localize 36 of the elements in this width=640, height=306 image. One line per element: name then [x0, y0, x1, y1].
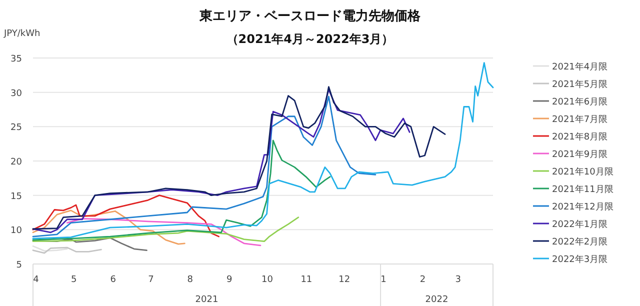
ytick: 20 [10, 158, 22, 168]
ytick: 30 [10, 88, 22, 99]
xtick: 12 [338, 275, 350, 285]
xtick: 11 [300, 275, 312, 285]
legend-label: 2021年5月限 [552, 79, 608, 90]
ytick: 15 [10, 192, 22, 202]
legend-label: 2021年9月限 [552, 149, 608, 160]
legend-label: 2021年8月限 [552, 132, 608, 142]
ytick: 25 [10, 123, 22, 134]
legend-label: 2022年3月限 [552, 254, 608, 265]
legend-label: 2022年2月限 [552, 236, 608, 248]
ytick: 35 [10, 54, 22, 64]
legend-label: 2021年11月限 [552, 184, 614, 195]
legend-label: 2021年6月限 [552, 96, 608, 108]
xtick: 2 [420, 275, 426, 285]
legend-label: 2022年1月限 [552, 219, 608, 230]
legend-label: 2021年12月限 [552, 202, 614, 212]
xtick: 10 [262, 275, 273, 285]
xtick: 8 [187, 275, 194, 285]
xtick: 7 [148, 275, 154, 285]
subtitle: （2021年4月～2022年3月） [226, 32, 394, 46]
annotation: 2022 [425, 295, 448, 305]
annotation: 2021 [195, 295, 218, 305]
xtick: 3 [455, 275, 461, 285]
xtick: 5 [71, 275, 77, 285]
title: 東エリア・ベースロード電力先物価格 [200, 9, 420, 24]
ytick: 5 [16, 260, 22, 270]
xtick: 4 [33, 275, 39, 285]
ylabel: JPY/kWh [4, 29, 40, 39]
legend-label: 2021年4月限 [552, 62, 608, 72]
ytick: 10 [10, 226, 22, 236]
legend-label: 2021年10月限 [552, 166, 614, 178]
xtick: 6 [110, 275, 116, 285]
xtick: 9 [226, 275, 232, 285]
xtick: 1 [380, 275, 386, 285]
legend-label: 2021年7月限 [552, 114, 608, 125]
